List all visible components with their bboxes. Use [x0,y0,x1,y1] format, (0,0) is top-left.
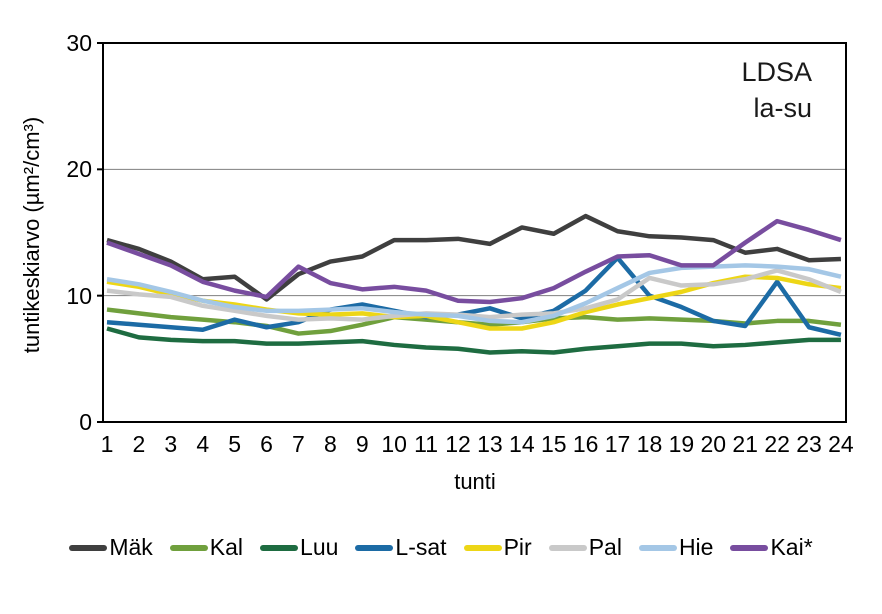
legend-label: Kai* [770,534,813,560]
series-line-kai- [106,218,842,305]
y-tick-label: 0 [79,409,92,435]
x-tick-label: 11 [414,431,439,457]
y-tick-label: 10 [66,282,92,309]
legend-item-pir: Pir [463,534,532,561]
y-axis-title: tuntikeskiarvo (µm²/cm³) [19,116,44,354]
x-tick-label: 3 [164,431,178,457]
x-tick-label: 19 [668,431,695,457]
x-tick-label: 15 [540,431,567,457]
series-line-pal [106,268,842,322]
legend-swatch [463,544,502,551]
x-tick-label: 20 [700,431,727,457]
x-tick-label: 8 [323,431,337,457]
legend-swatch [69,544,108,551]
legend-label: Hie [678,534,714,560]
legend-swatch [260,544,299,551]
chart-annotation: LDSA la-su [480,54,812,126]
legend-label: Kal [209,534,244,560]
legend-item-m-k: Mäk [69,534,153,561]
x-tick-label: 6 [260,431,273,457]
x-tick-label: 2 [132,431,146,457]
legend-item-kal: Kal [169,534,244,561]
annotation-line-1: LDSA [741,57,812,87]
y-tick-label: 30 [66,30,92,56]
x-tick-label: 21 [732,431,758,457]
legend-item-pal: Pal [548,534,622,561]
x-axis-title: tunti [454,469,496,494]
x-tick-label: 22 [764,431,790,457]
series-line-m-k [106,213,842,302]
x-tick-label: 4 [196,431,210,457]
x-tick-label: 5 [228,431,242,457]
legend-label: Pir [503,534,532,560]
legend-swatch [355,544,394,551]
legend-item-luu: Luu [260,534,338,561]
x-tick-label: 1 [100,431,114,457]
legend-label: L-sat [395,534,447,560]
x-tick-label: 9 [355,431,369,457]
legend-label: Pal [588,534,622,560]
x-tick-label: 14 [509,431,535,457]
annotation-line-2: la-su [753,93,812,123]
series-line-luu [106,326,841,355]
x-tick-label: 13 [477,431,503,457]
y-tick-label: 20 [66,156,92,183]
legend-label: Luu [300,534,339,560]
legend: Mäk Kal Luu L-sat Pir Pal Hie Kai* [0,534,882,561]
x-tick-label: 10 [381,431,407,457]
legend-label: Mäk [109,534,153,560]
x-tick-label: 7 [292,431,305,457]
x-tick-label: 17 [604,431,631,457]
x-tick-label: 16 [572,431,599,457]
series-line-l-sat [106,255,842,338]
legend-item-l-sat: L-sat [355,534,447,561]
legend-swatch [638,544,677,551]
series-line-hie [106,263,842,325]
legend-swatch [548,544,587,551]
x-tick-label: 23 [796,431,822,457]
x-tick-label: 24 [828,431,854,457]
x-tick-label: 12 [445,431,471,457]
legend-item-hie: Hie [638,534,714,561]
legend-item-kai-: Kai* [730,534,813,561]
x-tick-label: 18 [636,431,663,457]
legend-swatch [169,544,208,551]
legend-swatch [730,544,769,551]
plot-frame [102,42,847,423]
